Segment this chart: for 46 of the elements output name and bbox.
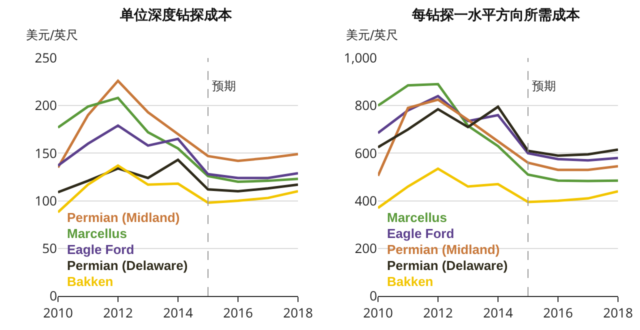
y-axis-title: 美元/英尺 <box>346 28 398 42</box>
x-tick-label: 2014 <box>163 304 194 322</box>
line-series <box>378 106 618 157</box>
x-tick-label: 2010 <box>363 304 393 322</box>
x-tick-label: 2016 <box>223 304 253 322</box>
x-tick-label: 2010 <box>43 304 73 322</box>
y-tick-label: 200 <box>34 96 57 114</box>
line-series <box>58 124 298 180</box>
x-tick-label: 2012 <box>103 304 133 322</box>
line-series <box>58 164 298 214</box>
text: Permian (Delaware) <box>67 258 188 273</box>
y-tick-label: 200 <box>354 238 377 257</box>
text: Permian (Delaware) <box>387 258 508 273</box>
y-tick-label: 0 <box>50 286 57 305</box>
x-tick-label: 2016 <box>543 304 573 322</box>
x-tick-label: 2018 <box>603 304 633 322</box>
line-series <box>378 98 618 178</box>
y-axis-title: 美元/英尺 <box>26 28 78 42</box>
x-tick-label: 2018 <box>283 304 313 322</box>
y-tick-label: 150 <box>34 144 57 162</box>
line-series <box>378 167 618 210</box>
y-tick-label: 1,000 <box>344 48 377 67</box>
x-tick-label: 2012 <box>423 304 453 322</box>
text: Permian (Midland) <box>67 210 180 225</box>
ref-line-label: 预期 <box>532 79 556 93</box>
y-tick-label: 0 <box>370 286 377 305</box>
chart-title: 每钻探一水平方向所需成本 <box>411 6 581 24</box>
text: Eagle Ford <box>67 242 134 257</box>
y-tick-label: 100 <box>34 191 57 210</box>
y-tick-label: 400 <box>354 191 377 210</box>
text: Marcellus <box>67 226 127 241</box>
text: Marcellus <box>387 210 447 225</box>
y-tick-label: 250 <box>34 48 57 67</box>
y-tick-label: 50 <box>42 238 57 257</box>
text: Bakken <box>387 274 434 289</box>
line-series <box>58 96 298 184</box>
chart-title: 单位深度钻探成本 <box>119 6 233 24</box>
line-series <box>58 158 298 194</box>
x-tick-label: 2014 <box>483 304 514 322</box>
text: Eagle Ford <box>387 226 454 241</box>
y-tick-label: 600 <box>354 144 377 162</box>
ref-line-label: 预期 <box>212 79 236 93</box>
line-series <box>58 80 298 169</box>
text: Bakken <box>67 274 114 289</box>
y-tick-label: 800 <box>354 96 377 114</box>
text: Permian (Midland) <box>387 242 500 257</box>
